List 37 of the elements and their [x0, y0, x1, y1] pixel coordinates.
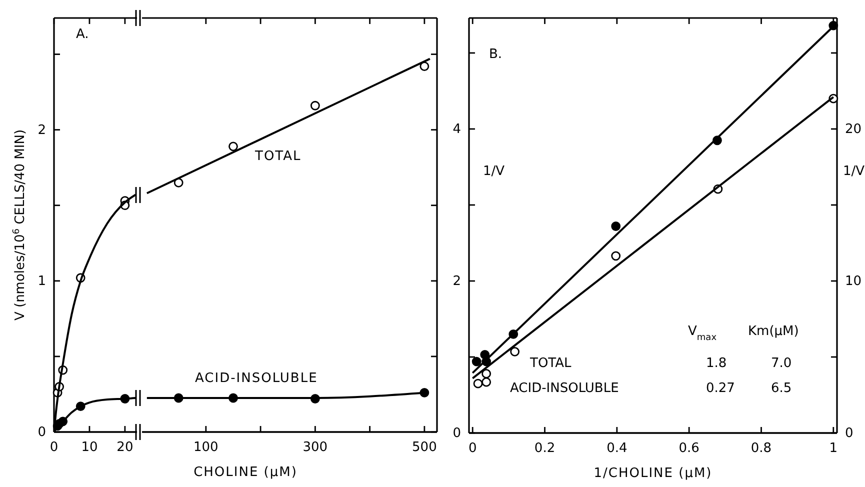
annotation: ACID-INSOLUBLE [510, 381, 619, 396]
y-tick-label: 2 [38, 122, 46, 138]
y2-tick-label: 20 [845, 122, 862, 138]
annotation: Km(µM) [748, 324, 799, 339]
y-tick-label: 0 [452, 426, 461, 442]
x-tick-label: 300 [302, 440, 328, 456]
x-tick-label: 20 [116, 440, 134, 456]
annotation: V$_{max}$ [688, 324, 718, 343]
x-tick-label: 500 [412, 440, 437, 456]
x-tick-label: 0 [468, 441, 477, 456]
x-tick-label: 0 [50, 440, 58, 456]
series-label: ACID-INSOLUBLE [195, 371, 318, 386]
x-tick-label: 10 [81, 440, 98, 456]
y-tick-label: 0 [38, 425, 46, 440]
series-label: TOTAL [254, 149, 302, 164]
y-tick-label: 4 [452, 122, 461, 138]
x-tick-label: 1 [829, 441, 838, 456]
y-tick-label: 2 [452, 274, 461, 290]
x-tick-label: 0.2 [534, 441, 556, 456]
y2-axis-title: 1/V [843, 164, 865, 179]
annotation: 1.8 [706, 356, 727, 371]
x-tick-label: 100 [194, 440, 218, 456]
annotation: 6.5 [771, 381, 792, 396]
x-tick-label: 0.6 [678, 441, 700, 456]
annotation: 0.27 [706, 381, 735, 396]
annotation: 7.0 [771, 356, 792, 371]
x-axis-title: CHOLINE (µM) [194, 465, 298, 480]
x-axis-title: 1/CHOLINE (µM) [594, 466, 712, 481]
annotation: B. [489, 47, 502, 62]
annotation: A. [76, 27, 89, 42]
x-tick-label: 0.8 [750, 441, 772, 456]
annotation: TOTAL [529, 356, 572, 371]
y2-tick-label: 0 [845, 426, 854, 442]
y-axis-title: 1/V [483, 164, 505, 179]
y-tick-label: 1 [38, 274, 46, 290]
x-tick-label: 0.4 [606, 441, 628, 456]
y2-tick-label: 10 [845, 274, 862, 290]
